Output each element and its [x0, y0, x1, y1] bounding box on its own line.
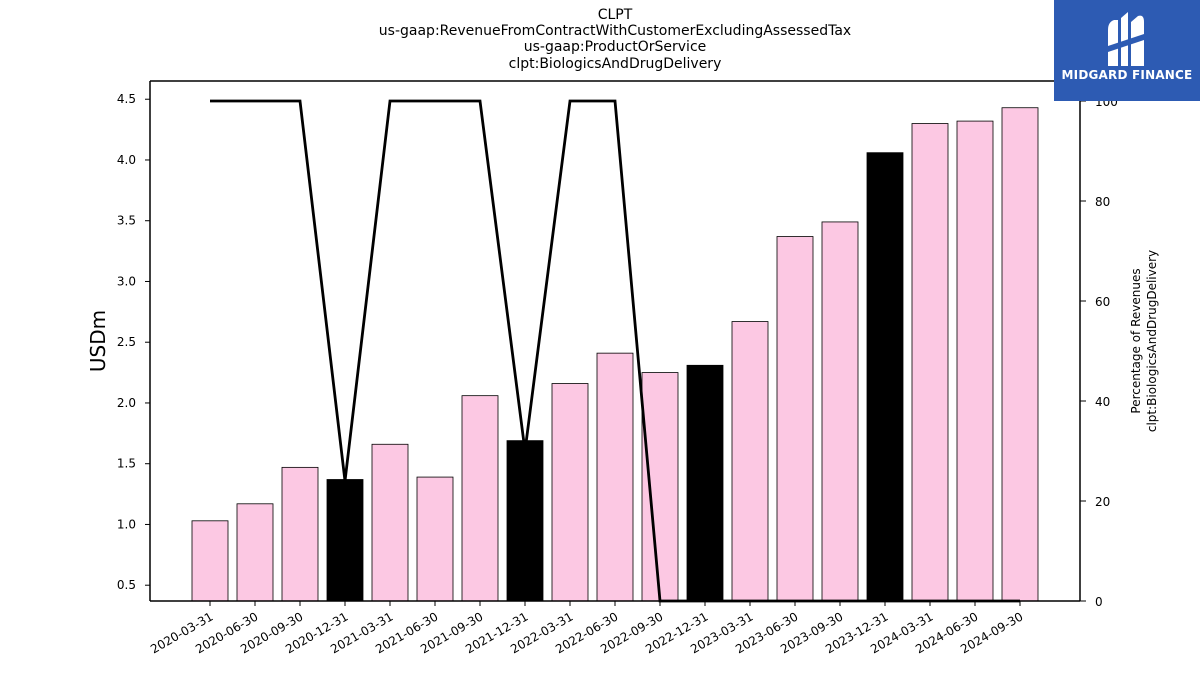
secondary-y-tick-label: 0 — [1095, 595, 1103, 609]
midgard-finance-logo: MIDGARD FINANCE — [1054, 0, 1200, 101]
bar — [776, 236, 814, 602]
secondary-y-tick-label: 80 — [1095, 195, 1110, 209]
secondary-y-axis-label-2: clpt:BiologicsAndDrugDelivery — [1145, 250, 1159, 432]
bar — [281, 466, 319, 602]
bar — [416, 476, 454, 602]
bar — [911, 123, 949, 602]
bar — [1001, 107, 1039, 602]
chart-title-line-1: CLPT — [597, 7, 633, 23]
bar — [731, 321, 769, 602]
chart-title-line-3: us-gaap:ProductOrService — [523, 39, 707, 55]
bar — [551, 383, 589, 602]
logo-mark-icon — [1108, 12, 1144, 67]
bars-group — [191, 107, 1039, 602]
y-tick-label: 4.0 — [117, 153, 136, 167]
secondary-y-tick-label: 40 — [1095, 395, 1110, 409]
y-axis-label: USDm — [86, 310, 110, 372]
y-tick-label: 0.5 — [117, 578, 136, 592]
bar — [326, 479, 364, 602]
axes-group: 0.51.01.52.02.53.03.54.04.50204060801002… — [117, 80, 1118, 656]
chart-title-line-4: clpt:BiologicsAndDrugDelivery — [508, 56, 722, 72]
chart-title-line-2: us-gaap:RevenueFromContractWithCustomerE… — [378, 23, 852, 39]
secondary-y-tick-label: 20 — [1095, 495, 1110, 509]
y-tick-label: 1.0 — [117, 517, 136, 531]
secondary-y-axis-label-1: Percentage of Revenues — [1129, 268, 1143, 413]
y-tick-label: 3.0 — [117, 274, 136, 288]
logo-text: MIDGARD FINANCE — [1061, 68, 1193, 82]
bar — [191, 520, 229, 602]
bar — [821, 221, 859, 602]
secondary-y-tick-label: 60 — [1095, 295, 1110, 309]
bar — [506, 440, 544, 602]
y-tick-label: 2.0 — [117, 396, 136, 410]
bar — [236, 503, 274, 602]
bar — [371, 443, 409, 602]
bar — [641, 372, 679, 602]
bar — [461, 395, 499, 602]
bar — [686, 364, 724, 602]
y-tick-label: 3.5 — [117, 214, 136, 228]
bar — [596, 352, 634, 602]
bar — [866, 152, 904, 602]
y-tick-label: 2.5 — [117, 335, 136, 349]
y-tick-label: 4.5 — [117, 92, 136, 106]
bar — [956, 120, 994, 602]
y-tick-label: 1.5 — [117, 457, 136, 471]
